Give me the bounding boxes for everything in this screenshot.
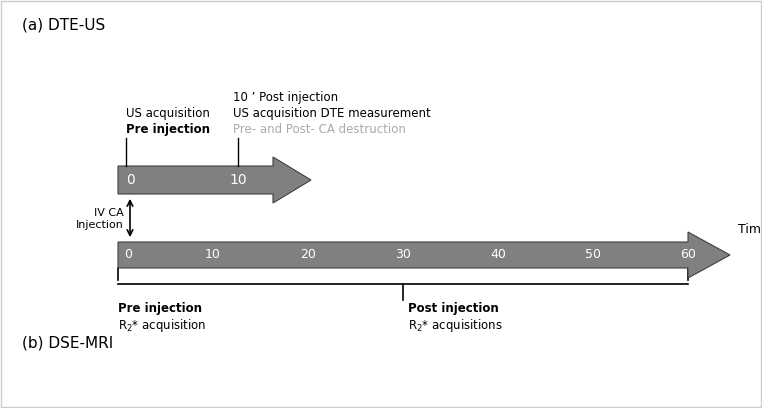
Text: R$_2$* acquisition: R$_2$* acquisition [118,317,207,334]
Text: R$_2$* acquisitions: R$_2$* acquisitions [408,317,503,334]
Text: US acquisition DTE measurement: US acquisition DTE measurement [233,107,431,120]
Text: 0: 0 [126,173,135,187]
Text: Pre injection: Pre injection [126,123,210,136]
Text: IV CA: IV CA [94,208,124,218]
Text: 10: 10 [205,248,221,262]
Text: Post injection: Post injection [408,302,499,315]
Text: Pre- and Post- CA destruction: Pre- and Post- CA destruction [233,123,406,136]
Text: 20: 20 [300,248,316,262]
Text: 50: 50 [585,248,601,262]
Text: 60: 60 [680,248,696,262]
Text: 40: 40 [490,248,506,262]
Text: Pre injection: Pre injection [118,302,202,315]
Text: 10 ’ Post injection: 10 ’ Post injection [233,91,338,104]
Text: Time (min): Time (min) [738,224,762,237]
Text: 10: 10 [229,173,247,187]
Text: US acquisition: US acquisition [126,107,210,120]
Polygon shape [118,232,730,278]
Text: (a) DTE-US: (a) DTE-US [22,18,105,33]
Text: 0: 0 [124,248,132,262]
Polygon shape [118,157,311,203]
Text: 30: 30 [395,248,411,262]
Text: Injection: Injection [76,220,124,230]
Text: (b) DSE-MRI: (b) DSE-MRI [22,336,114,351]
